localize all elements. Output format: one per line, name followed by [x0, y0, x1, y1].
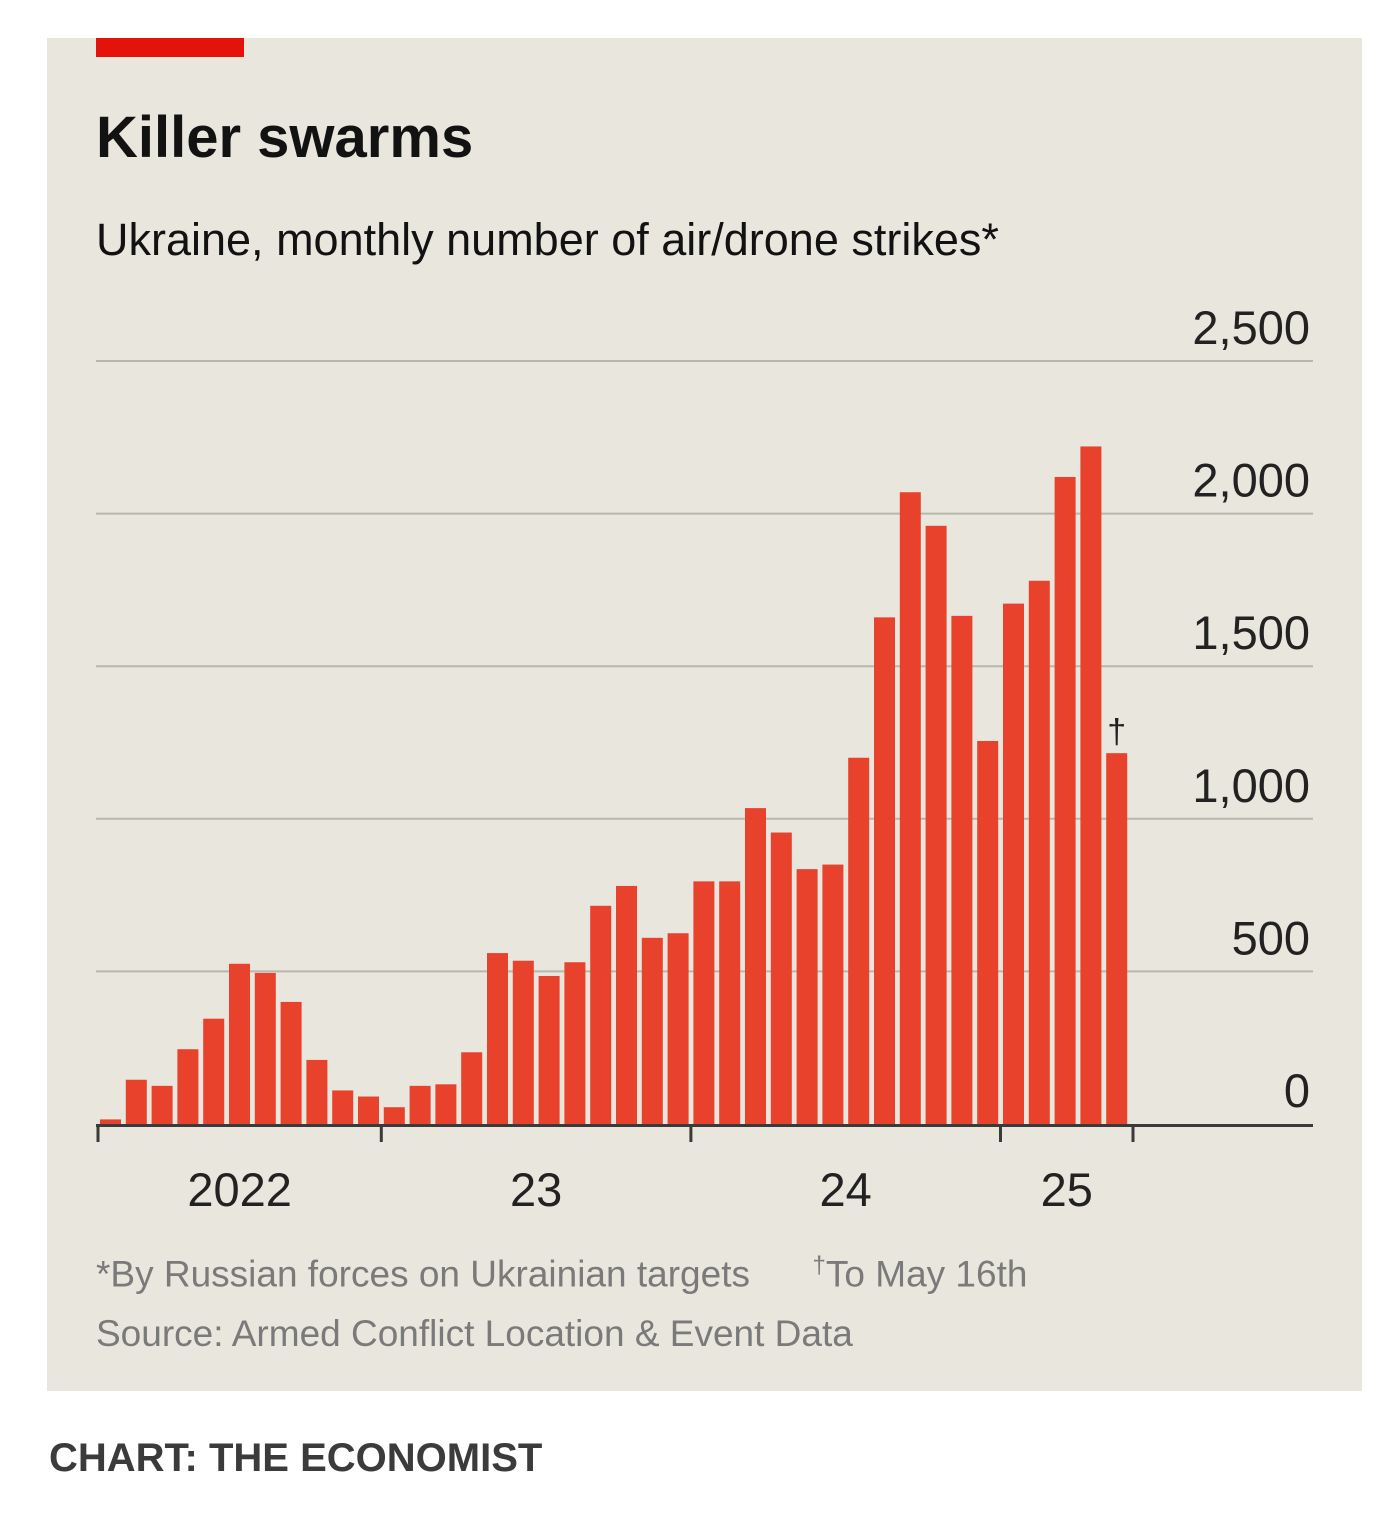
footnote-dagger-text: To May 16th: [825, 1253, 1028, 1295]
chart-credit: CHART: THE ECONOMIST: [49, 1436, 543, 1480]
bar: [280, 1001, 302, 1124]
y-tick-label: 1,500: [1192, 606, 1310, 659]
bar: [461, 1052, 483, 1124]
bar: [358, 1096, 379, 1124]
bar: [435, 1084, 457, 1124]
bar: [125, 1079, 147, 1124]
bar-annotation-dagger: †: [1107, 713, 1126, 751]
bar: [796, 869, 818, 1124]
bar: [254, 972, 276, 1124]
bar: [693, 881, 715, 1124]
y-tick-label: 0: [1284, 1064, 1310, 1117]
bar: [899, 492, 921, 1125]
bar: [100, 1119, 121, 1124]
bar: [383, 1107, 405, 1124]
bar: [538, 975, 560, 1124]
bar: [564, 962, 586, 1124]
brand-red-rule: [96, 38, 244, 57]
bar: [616, 885, 637, 1124]
chart-title: Killer swarms: [96, 105, 474, 170]
x-tick-label: 25: [1041, 1163, 1093, 1216]
bar: [229, 963, 250, 1124]
bar: [151, 1085, 173, 1124]
chart-panel: [47, 38, 1362, 1391]
x-tick-label: 2022: [187, 1163, 292, 1216]
x-tick-label: 23: [510, 1163, 562, 1216]
bar: [1003, 603, 1024, 1124]
y-tick-label: 2,500: [1192, 301, 1310, 354]
bar: [925, 525, 947, 1124]
bar: [487, 953, 508, 1124]
bar: [409, 1085, 431, 1124]
bar: [306, 1059, 328, 1124]
footnote: *By Russian forces on Ukrainian targets …: [96, 1252, 1027, 1295]
chart-subtitle: Ukraine, monthly number of air/drone str…: [96, 214, 999, 265]
bar: [1054, 476, 1076, 1124]
y-tick-label: 2,000: [1192, 454, 1310, 507]
bar: [332, 1090, 354, 1124]
bar: [512, 960, 534, 1124]
bar: [822, 864, 844, 1124]
x-tick-label: 24: [820, 1163, 872, 1216]
bar: [590, 905, 612, 1124]
bar: [951, 615, 973, 1124]
bar: [667, 933, 689, 1124]
bar: [719, 881, 741, 1124]
bar: [848, 757, 870, 1124]
footnote-asterisk: *By Russian forces on Ukrainian targets: [96, 1253, 750, 1295]
y-tick-label: 500: [1232, 911, 1310, 964]
bar: [1106, 753, 1128, 1124]
bar: [977, 740, 999, 1124]
bar: [203, 1018, 225, 1124]
bar: [1080, 446, 1102, 1124]
bar: [1028, 580, 1050, 1124]
source-note: Source: Armed Conflict Location & Event …: [96, 1313, 853, 1354]
bar: [177, 1049, 199, 1124]
bar: [641, 937, 663, 1124]
footnote-dagger-mark: †: [812, 1252, 826, 1279]
y-tick-label: 1,000: [1192, 759, 1310, 812]
bar: [874, 617, 895, 1124]
bar: [745, 808, 766, 1124]
bar: [770, 832, 792, 1124]
